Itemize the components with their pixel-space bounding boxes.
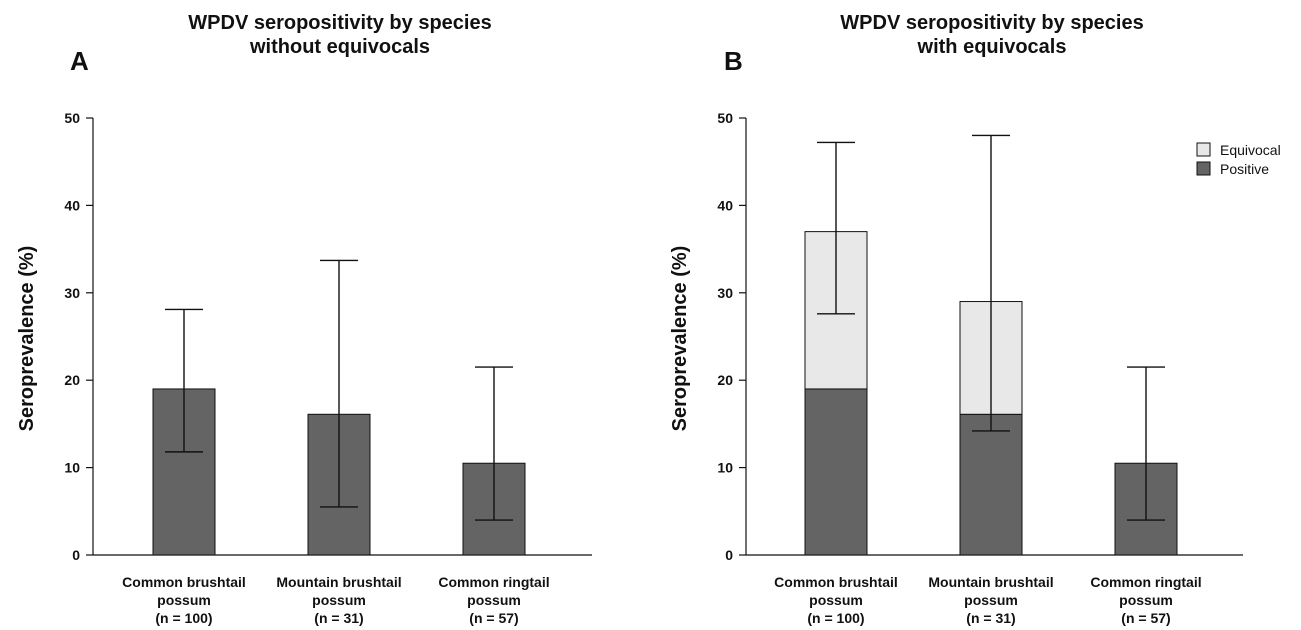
chart-title-line: WPDV seropositivity by species: [188, 12, 491, 34]
x-tick-label: (n = 31): [966, 610, 1015, 626]
x-tick-label: (n = 57): [469, 610, 518, 626]
x-tick-label: Mountain brushtail: [276, 574, 401, 590]
x-tick-label: possum: [312, 592, 366, 608]
y-tick-label: 40: [64, 197, 80, 213]
x-tick-label: (n = 100): [807, 610, 864, 626]
legend-label: Positive: [1220, 161, 1269, 177]
x-tick-label: possum: [1119, 592, 1173, 608]
x-tick-label: possum: [809, 592, 863, 608]
y-axis-label: Seroprevalence (%): [669, 246, 691, 432]
x-tick-label: possum: [467, 592, 521, 608]
y-tick-label: 0: [72, 547, 80, 563]
y-tick-label: 50: [64, 110, 80, 126]
panel-letter: B: [724, 46, 743, 76]
x-tick-label: Common brushtail: [774, 574, 898, 590]
legend-label: Equivocal: [1220, 142, 1281, 158]
x-tick-label: possum: [964, 592, 1018, 608]
x-tick-label: Common ringtail: [438, 574, 549, 590]
chart-title-line: WPDV seropositivity by species: [840, 12, 1143, 34]
x-tick-label: (n = 57): [1121, 610, 1170, 626]
y-tick-label: 50: [717, 110, 733, 126]
x-tick-label: possum: [157, 592, 211, 608]
bar-positive: [804, 388, 868, 556]
panel-letter: A: [70, 46, 89, 76]
y-tick-label: 30: [717, 285, 733, 301]
x-tick-label: (n = 100): [155, 610, 212, 626]
legend-swatch-equivocal: [1196, 142, 1211, 157]
x-tick-label: Common brushtail: [122, 574, 246, 590]
chart-title-line: with equivocals: [917, 36, 1067, 58]
legend: Equivocal Positive: [1196, 142, 1281, 177]
x-tick-label: Common ringtail: [1090, 574, 1201, 590]
bar-positive: [959, 413, 1023, 556]
legend-swatch-positive: [1196, 161, 1211, 176]
y-tick-label: 10: [717, 460, 733, 476]
y-tick-label: 30: [64, 285, 80, 301]
y-tick-label: 10: [64, 460, 80, 476]
x-tick-label: (n = 31): [314, 610, 363, 626]
y-tick-label: 40: [717, 197, 733, 213]
y-tick-label: 20: [64, 372, 80, 388]
chart-title-line: without equivocals: [249, 36, 430, 58]
x-tick-label: Mountain brushtail: [928, 574, 1053, 590]
y-tick-label: 20: [717, 372, 733, 388]
y-tick-label: 0: [725, 547, 733, 563]
y-axis-label: Seroprevalence (%): [16, 246, 38, 432]
